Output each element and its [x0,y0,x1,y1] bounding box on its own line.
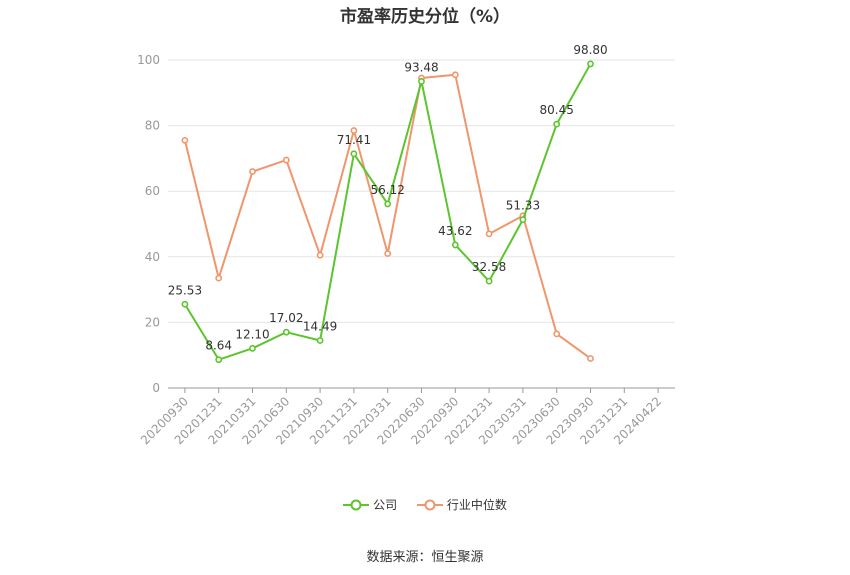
company-data-label: 43.62 [438,224,472,238]
industry-median-point [249,168,256,175]
industry-median-point [384,250,392,257]
y-tick-label: 60 [145,184,160,198]
company-point [181,300,189,308]
company-data-label: 12.10 [235,327,269,341]
company-point [282,328,290,336]
legend-industry-marker-icon [416,499,443,510]
y-tick-label: 80 [145,119,160,133]
industry-median-point [350,127,358,134]
industry-median-point [282,156,290,164]
legend-company-marker-icon [343,499,370,510]
company-data-label: 98.80 [573,43,607,57]
company-data-label: 17.02 [269,311,303,325]
industry-median-point [215,274,223,282]
grid-lines [168,59,675,323]
company-point [553,120,561,128]
industry-median-point [485,230,493,238]
legend-label-company: 公司 [373,498,398,512]
y-tick-label: 40 [145,250,160,264]
chart-title: 市盈率历史分位（%） [339,7,511,27]
company-data-label: 56.12 [371,183,405,197]
y-tick-label: 20 [145,315,160,329]
company-data-label: 25.53 [168,283,202,297]
company-point [418,77,425,85]
data-source: 数据来源：恒生聚源 [366,550,484,565]
industry-median-series-line [183,73,592,360]
industry-median-point [316,251,324,259]
legend-label-industry-median: 行业中位数 [446,498,507,512]
company-data-label: 51.33 [506,199,540,213]
company-point [519,216,527,224]
company-point [485,277,493,285]
company-point [451,241,459,249]
company-data-label: 32.58 [472,260,506,274]
axes: 0204060801002020093020201231202103312021… [137,53,675,447]
legend-item-industry-median[interactable]: 行业中位数 [416,496,507,513]
industry-median-point [181,136,189,144]
company-point [316,337,324,344]
company-data-label: 14.49 [303,319,337,333]
industry-median-point [553,330,561,338]
company-point [350,150,358,158]
company-data-label: 93.48 [404,60,438,74]
company-point [249,344,256,352]
company-point [587,60,594,68]
company-data-label: 8.64 [205,339,232,353]
legend: 公司 行业中位数 [0,496,850,514]
company-data-label: 71.41 [337,133,371,147]
y-tick-label: 0 [152,381,160,395]
industry-median-point [587,355,594,362]
legend-item-company[interactable]: 公司 [343,496,397,513]
company-data-label: 80.45 [540,103,574,117]
series [181,60,594,364]
company-point [215,356,223,364]
y-tick-label: 100 [137,53,160,67]
industry-median-point [451,71,459,79]
company-point [384,200,392,208]
